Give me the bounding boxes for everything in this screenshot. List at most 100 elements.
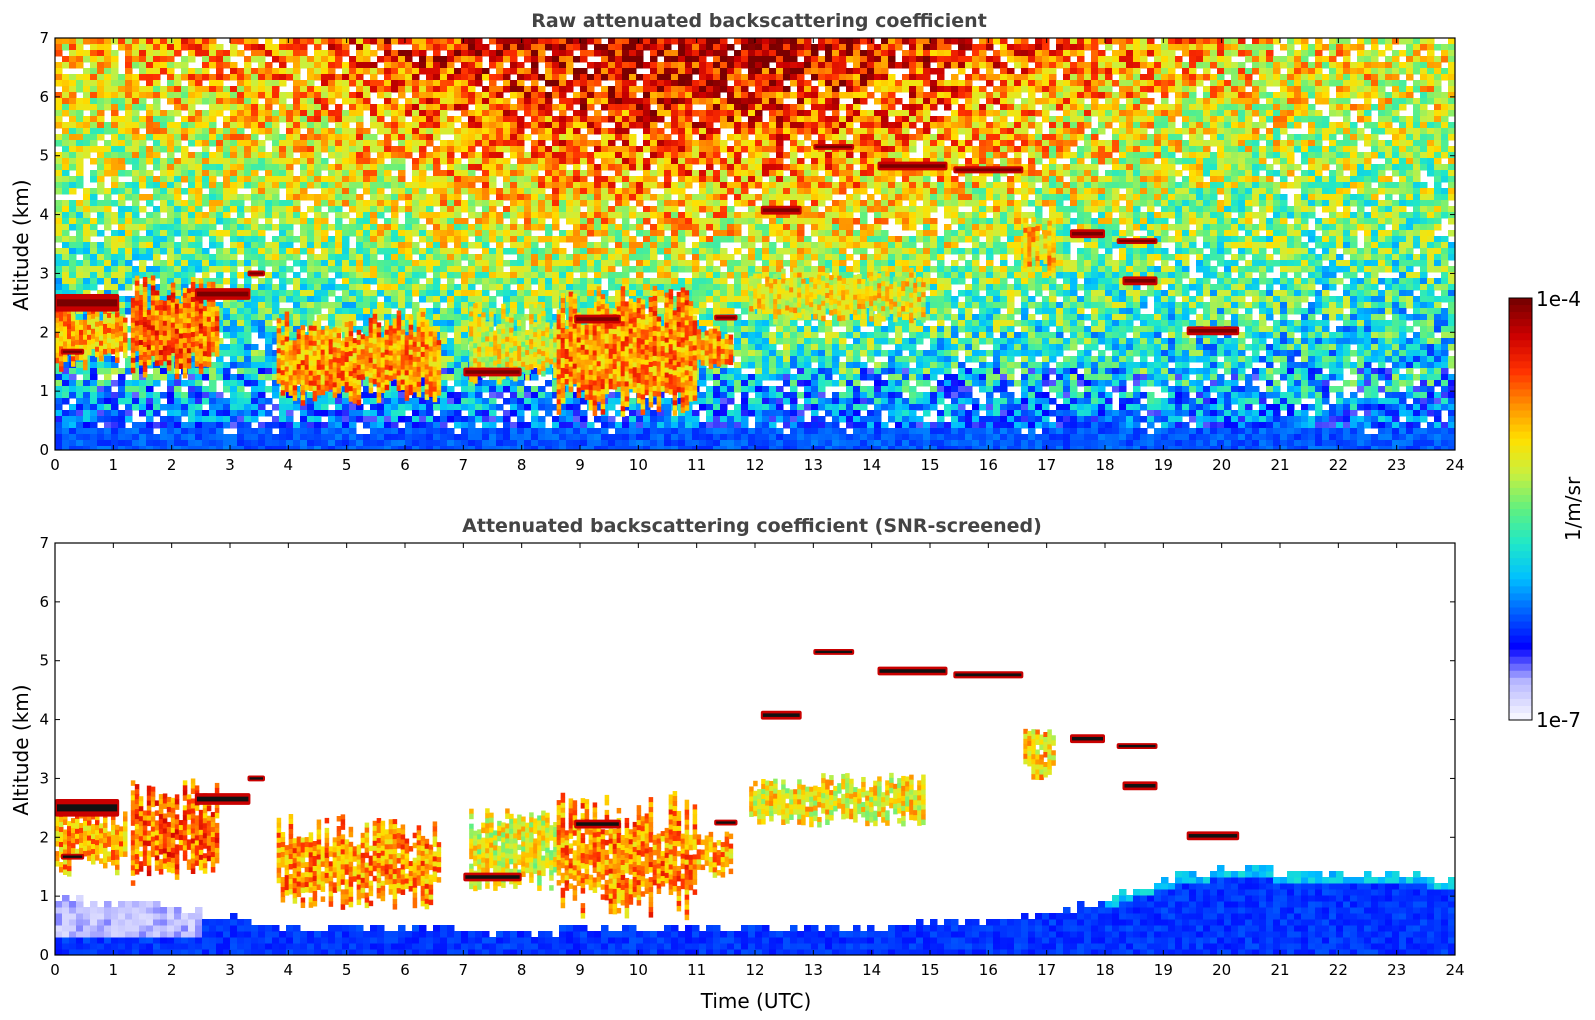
- colorbar-segment: [1509, 551, 1532, 559]
- colorbar-segment: [1509, 452, 1532, 461]
- cloud-layer-5: [574, 819, 621, 829]
- cloud-layer-9: [877, 666, 948, 676]
- cloud-layer-10: [953, 166, 1024, 174]
- x-tick-label: 16: [979, 961, 998, 979]
- cloud-layer-12: [1116, 743, 1158, 749]
- x-tick-label: 20: [1212, 456, 1231, 474]
- colorbar-segment: [1509, 347, 1532, 355]
- x-tick-label: 15: [920, 961, 939, 979]
- x-tick-label: 11: [687, 961, 706, 979]
- colorbar-unit-label: 1/m/sr: [1561, 476, 1585, 541]
- x-tick-label: 4: [284, 961, 294, 979]
- x-tick-label: 17: [1037, 961, 1056, 979]
- y-tick-label: 6: [39, 593, 49, 611]
- colorbar-segment: [1509, 586, 1532, 594]
- x-tick-label: 15: [920, 456, 939, 474]
- x-tick-label: 6: [400, 456, 410, 474]
- colorbar-segment: [1509, 572, 1532, 580]
- cloud-layer-3: [247, 775, 265, 782]
- x-tick-label: 1: [109, 961, 119, 979]
- x-tick-label: 2: [167, 961, 177, 979]
- colorbar-segment: [1509, 305, 1532, 313]
- cloud-layer-4: [463, 872, 522, 882]
- colorbar-segment: [1509, 403, 1532, 412]
- x-tick-label: 1: [109, 456, 119, 474]
- colorbar-segment: [1509, 494, 1532, 503]
- panel-title-screened: Attenuated backscattering coefficient (S…: [462, 515, 1042, 537]
- colorbar-segment: [1509, 593, 1532, 601]
- y-tick-label: 4: [39, 711, 49, 729]
- colorbar-segment: [1509, 705, 1532, 714]
- colorbar-segment: [1509, 509, 1532, 517]
- x-tick-label: 9: [575, 961, 585, 979]
- colorbar-segment: [1509, 424, 1532, 433]
- colorbar-segment: [1509, 389, 1532, 397]
- x-tick-label: 6: [400, 961, 410, 979]
- cloud-layer-3: [247, 270, 265, 277]
- cloud-layer-13: [1122, 781, 1158, 791]
- colorbar-segment: [1509, 558, 1532, 566]
- x-tick-label: 21: [1270, 961, 1289, 979]
- x-axis-label-time: Time (UTC): [700, 989, 812, 1013]
- colorbar-segment: [1509, 340, 1532, 348]
- colorbar-segment: [1509, 691, 1532, 700]
- x-tick-label: 8: [517, 456, 527, 474]
- panel-screened: Attenuated backscattering coefficient (S…: [9, 515, 1465, 1013]
- colorbar-segment: [1509, 368, 1532, 376]
- cloud-layer-2: [195, 288, 251, 300]
- x-tick-label: 24: [1445, 456, 1464, 474]
- panel-title-raw: Raw attenuated backscattering coefficien…: [531, 10, 987, 32]
- x-tick-label: 4: [284, 456, 294, 474]
- colorbar-segment: [1509, 466, 1532, 475]
- cloud-layer-14: [1186, 326, 1240, 336]
- x-tick-label: 0: [50, 961, 60, 979]
- y-tick-label: 7: [39, 534, 49, 552]
- x-tick-label: 18: [1095, 456, 1114, 474]
- colorbar-segment: [1509, 628, 1532, 637]
- cloud-layer-8: [813, 648, 855, 655]
- x-tick-label: 10: [629, 961, 648, 979]
- y-axis-screened: 0 1 2 3 4 5 6 7: [39, 534, 1455, 964]
- y-tick-label: 3: [39, 264, 49, 282]
- x-tick-label: 22: [1329, 961, 1348, 979]
- x-tick-label: 12: [745, 961, 764, 979]
- x-tick-label: 22: [1329, 456, 1348, 474]
- colorbar-segment: [1509, 698, 1532, 707]
- heatmap-cells: [55, 543, 1455, 955]
- x-tick-label: 13: [804, 961, 823, 979]
- cloud-layer-7: [760, 205, 802, 215]
- y-tick-label: 5: [39, 147, 49, 165]
- colorbar-segment: [1509, 438, 1532, 447]
- x-tick-label: 11: [687, 456, 706, 474]
- x-tick-label: 3: [225, 456, 235, 474]
- x-tick-label: 7: [459, 961, 469, 979]
- colorbar-segment: [1509, 312, 1532, 320]
- y-tick-label: 2: [39, 828, 49, 846]
- colorbar-segment: [1509, 417, 1532, 426]
- cloud-layer-9: [877, 161, 948, 171]
- colorbar-segment: [1509, 530, 1532, 538]
- x-tick-label: 12: [745, 456, 764, 474]
- cloud-layer-8: [813, 143, 855, 150]
- colorbar-segment: [1509, 614, 1532, 623]
- colorbar-segment: [1509, 607, 1532, 615]
- x-tick-label: 13: [804, 456, 823, 474]
- cloud-layer-7: [760, 710, 802, 720]
- cloud-layer-12: [1116, 238, 1158, 244]
- cloud-layer-5: [574, 314, 621, 324]
- cloud-layer-11: [1070, 734, 1105, 744]
- colorbar-segment: [1509, 670, 1532, 679]
- colorbar-segment: [1509, 354, 1532, 362]
- y-tick-label: 0: [39, 441, 49, 459]
- colorbar-segment: [1509, 410, 1532, 419]
- cloud-layer-6: [714, 819, 738, 826]
- x-axis-raw: 0 1 2 3 4 5 6 7 8 9 10 11 12 13 14 15 16 17 18 19 20 21 22 23 24: [50, 38, 1465, 474]
- x-tick-label: 19: [1154, 961, 1173, 979]
- cloud-layer-0: [55, 294, 120, 312]
- colorbar-segment: [1509, 621, 1532, 630]
- cloud-layer-4: [463, 367, 522, 377]
- x-tick-label: 2: [167, 456, 177, 474]
- y-tick-label: 1: [39, 887, 49, 905]
- x-tick-label: 24: [1445, 961, 1464, 979]
- colorbar-max-label: 1e-4: [1536, 287, 1581, 311]
